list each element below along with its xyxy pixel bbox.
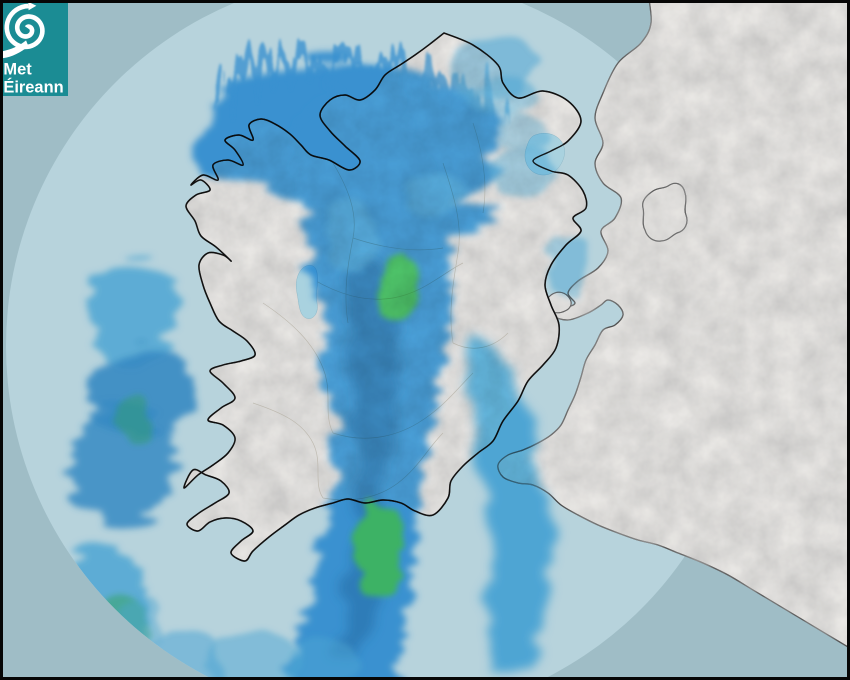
svg-text:Éireann: Éireann (3, 78, 63, 96)
svg-text:Met: Met (3, 60, 32, 78)
